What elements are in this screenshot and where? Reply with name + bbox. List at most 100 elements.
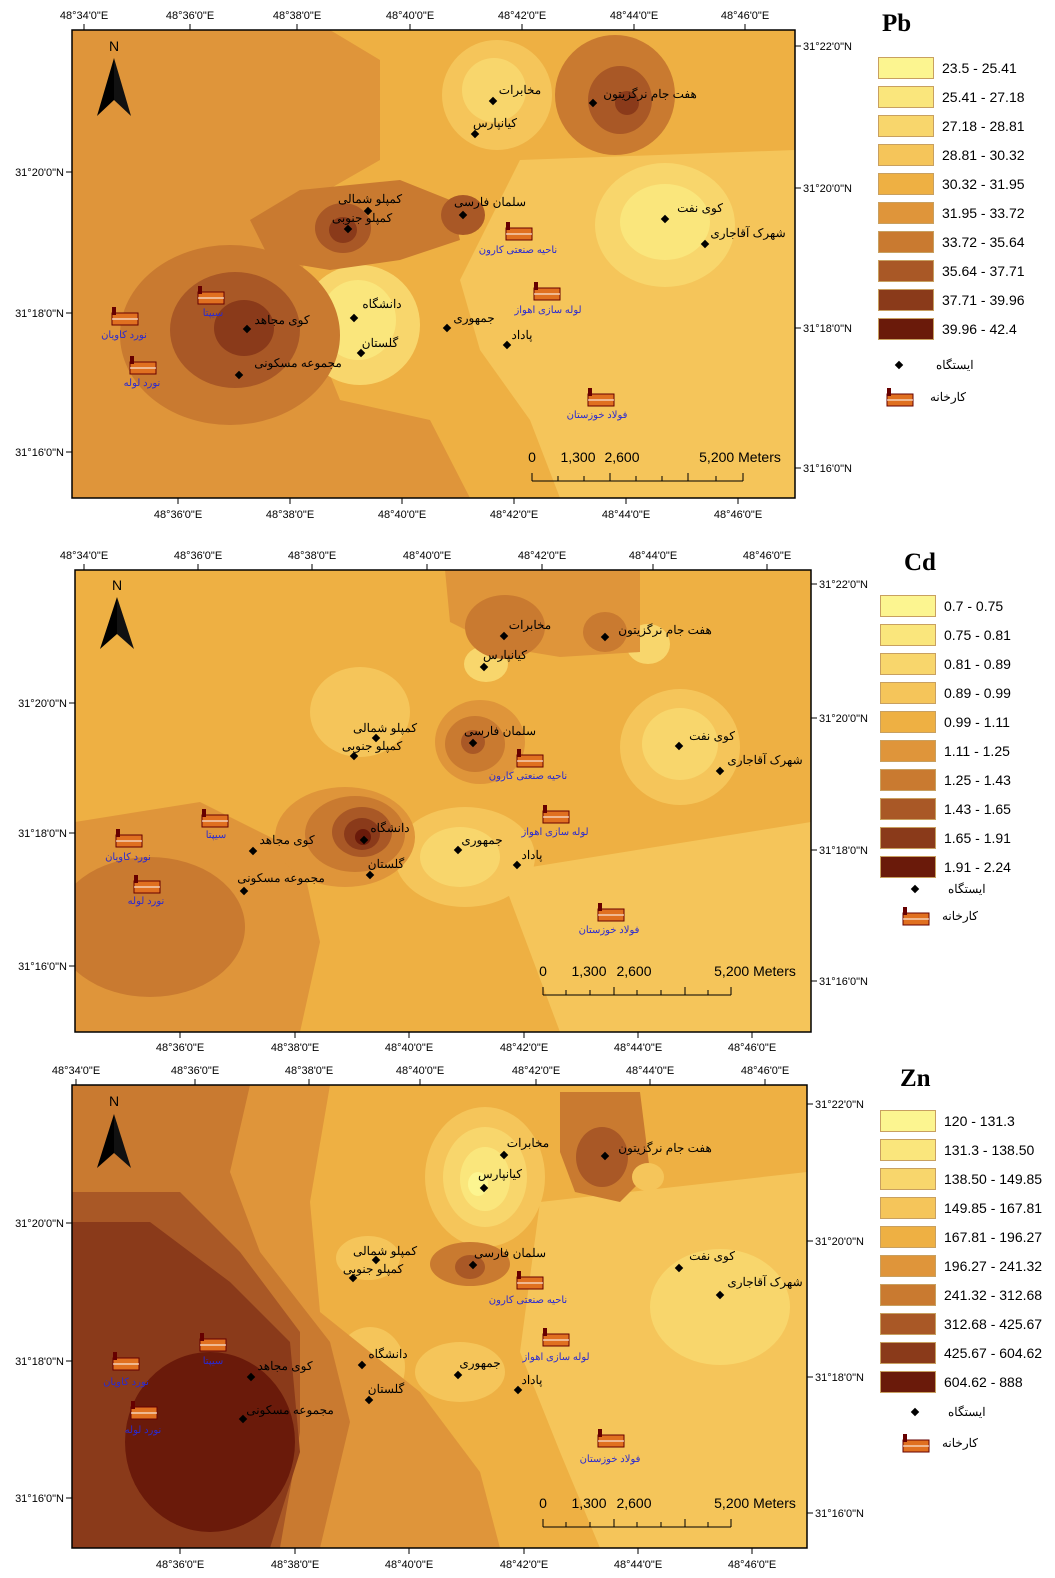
station-label: کیانپارس (478, 1167, 522, 1181)
factory-label: لوله سازی اهواز (520, 827, 588, 838)
legend-label: 35.64 - 37.71 (942, 263, 1025, 279)
legend-item: 604.62 - 888 (880, 1371, 1023, 1393)
factory-icon (886, 388, 914, 407)
lat-label: 31°20'0"N (18, 698, 67, 710)
station-label: مخابرات (499, 83, 541, 97)
legend-item: 35.64 - 37.71 (878, 260, 1025, 282)
scale-label: 1,300 (571, 1495, 606, 1511)
legend-label: 149.85 - 167.81 (944, 1200, 1043, 1216)
factory-layer: ناحیه صنعتی کارون لوله سازی اهواز فولاد … (105, 749, 640, 936)
station-label: هفت جام نرگزیتون (618, 1141, 712, 1155)
legend-item: 149.85 - 167.81 (880, 1197, 1042, 1219)
legend-swatch (880, 1313, 936, 1335)
legend-item: 30.32 - 31.95 (878, 173, 1025, 195)
legend-label: 31.95 - 33.72 (942, 205, 1025, 221)
station-marker (499, 631, 509, 641)
station-marker-icon (910, 884, 920, 894)
lon-label: 48°46'0"E (741, 1065, 789, 1077)
scale-label: 5,200 Meters (699, 449, 781, 465)
station-label: دانشگاه (368, 1347, 407, 1361)
factory-icon (133, 875, 161, 894)
scale-label: 2,600 (616, 1495, 651, 1511)
lon-label: 48°44'0"E (602, 509, 650, 521)
legend-item: 312.68 - 425.67 (880, 1313, 1042, 1335)
station-marker-icon (894, 360, 904, 370)
station-marker (359, 835, 369, 845)
legend-label: 425.67 - 604.62 (944, 1345, 1043, 1361)
north-arrow-icon: N (100, 577, 134, 649)
lon-label: 48°42'0"E (498, 10, 546, 22)
legend-swatch (878, 260, 934, 282)
legend-label: 0.81 - 0.89 (944, 656, 1011, 672)
legend-label: 120 - 131.3 (944, 1113, 1015, 1129)
station-marker (453, 845, 463, 855)
station-label: شهرک آقاجاری (710, 225, 785, 240)
station-marker (479, 662, 489, 672)
station-label: پاداد (521, 848, 542, 862)
factory-icon (115, 829, 143, 848)
factory-icon (533, 282, 561, 301)
legend-swatch (880, 1342, 936, 1364)
station-marker-icon (910, 1407, 920, 1417)
legend-item: 241.32 - 312.68 (880, 1284, 1042, 1306)
lon-label: 48°42'0"E (512, 1065, 560, 1077)
station-label: مجموعه مسکونی (254, 356, 342, 370)
scale-bar: 0 1,300 2,600 5,200 Meters (528, 449, 781, 482)
factory-layer: ناحیه صنعتی کارون لوله سازی اهواز فولاد … (101, 222, 628, 421)
station-label: کمپلو جنوبی (342, 739, 403, 753)
lon-label: 48°36'0"E (174, 550, 222, 562)
factory-label: سیپتا (203, 308, 223, 319)
lon-label: 48°40'0"E (385, 1559, 433, 1571)
lat-label: 31°18'0"N (15, 308, 64, 320)
station-marker (468, 1260, 478, 1270)
scale-label: 0 (539, 1495, 547, 1511)
map-frame-zn: 48°34'0"E 48°36'0"E 48°38'0"E 48°40'0"E … (15, 1065, 864, 1571)
legend-factory-label: کارخانه (942, 909, 979, 923)
legend-swatch (880, 856, 936, 878)
scale-bar: 0 1,300 2,600 5,200 Meters (539, 1495, 796, 1528)
map-panel-zn: 48°34'0"E 48°36'0"E 48°38'0"E 48°40'0"E … (0, 1052, 1055, 1573)
legend-label: 28.81 - 30.32 (942, 147, 1025, 163)
station-label: کوی مجاهد (257, 1359, 312, 1373)
legend-label: 1.25 - 1.43 (944, 772, 1011, 788)
station-label: پاداد (521, 1373, 542, 1387)
lon-label: 48°34'0"E (60, 10, 108, 22)
station-marker (349, 751, 359, 761)
station-label: هفت جام نرگزیتون (603, 87, 697, 101)
lat-label: 31°16'0"N (15, 447, 64, 459)
factory-label: نورد کاویان (105, 852, 151, 863)
factory-label: نورد لوله (128, 896, 165, 907)
legend-factory: کارخانه (902, 1432, 978, 1454)
lat-label: 31°18'0"N (819, 845, 868, 857)
station-label: جمهوری (453, 311, 494, 325)
factory-icon (516, 749, 544, 768)
factory-icon (597, 1429, 625, 1448)
legend-item: 120 - 131.3 (880, 1110, 1015, 1132)
station-marker (468, 738, 478, 748)
lon-label: 48°38'0"E (285, 1065, 333, 1077)
station-marker (242, 324, 252, 334)
factory-icon (587, 388, 615, 407)
scale-label: 1,300 (571, 963, 606, 979)
legend-label: 196.27 - 241.32 (944, 1258, 1043, 1274)
legend-item: 1.65 - 1.91 (880, 827, 1011, 849)
station-label: جمهوری (459, 1356, 500, 1370)
station-label: کمپلو شمالی (338, 192, 402, 206)
contour-surface (72, 1085, 807, 1548)
legend-swatch (880, 827, 936, 849)
lon-label: 48°38'0"E (271, 1042, 319, 1052)
factory-label: ناحیه صنعتی کارون (489, 1295, 567, 1306)
station-marker (365, 870, 375, 880)
scale-label: 1,300 (560, 449, 595, 465)
lat-label: 31°16'0"N (18, 961, 67, 973)
lat-label: 31°18'0"N (15, 1356, 64, 1368)
lat-label: 31°18'0"N (803, 323, 852, 335)
station-marker (479, 1183, 489, 1193)
station-marker (470, 129, 480, 139)
legend-item: 23.5 - 25.41 (878, 57, 1017, 79)
lon-label: 48°36'0"E (171, 1065, 219, 1077)
lon-label: 48°44'0"E (614, 1042, 662, 1052)
legend-swatch (880, 769, 936, 791)
legend-swatch (878, 173, 934, 195)
legend-factory: کارخانه (886, 386, 966, 408)
